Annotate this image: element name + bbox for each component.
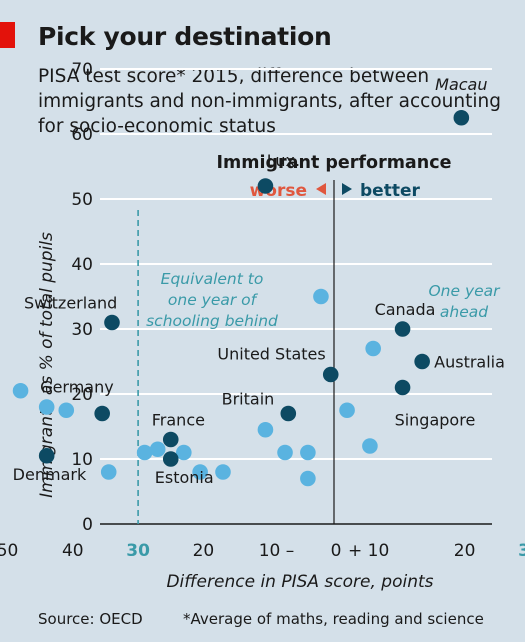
- point-label: Singapore: [395, 411, 476, 430]
- y-tick-label: 50: [71, 190, 93, 210]
- data-point-france: [162, 431, 179, 448]
- data-point-other: [313, 288, 329, 305]
- data-point-united-states: [322, 366, 339, 383]
- y-tick-label: 30: [71, 320, 93, 340]
- data-point-macau: [453, 109, 470, 126]
- data-point-britain: [280, 405, 297, 422]
- data-point-switzerland: [104, 314, 120, 331]
- data-point-other: [365, 340, 381, 357]
- y-tick-label: 10: [71, 450, 93, 470]
- data-point-other: [300, 444, 316, 461]
- point-label: Estonia: [155, 468, 214, 487]
- data-point-other: [215, 464, 231, 480]
- better-label: better: [360, 181, 420, 201]
- y-tick-label: 40: [71, 255, 93, 275]
- point-label: Switzerland: [24, 294, 117, 313]
- y-tick-label: 20: [71, 385, 93, 405]
- data-point-lux-: [257, 178, 274, 194]
- point-label: Macau: [435, 75, 487, 94]
- worse-arrow-icon: [316, 183, 326, 195]
- reference-label-ahead: One year ahead: [428, 282, 501, 321]
- data-point-other: [12, 382, 29, 399]
- x-tick-label: 20: [193, 541, 215, 561]
- chart-inner-title: Immigrant performance: [217, 153, 452, 173]
- x-tick-label: 20: [454, 541, 476, 561]
- data-point-other: [339, 402, 355, 419]
- data-point-other: [38, 399, 55, 415]
- brand-red-bar: [0, 22, 15, 48]
- point-label: Germany: [40, 378, 114, 397]
- x-tick-label: 30: [126, 541, 150, 561]
- data-point-denmark: [38, 447, 55, 464]
- x-tick-label: + 10: [348, 541, 389, 561]
- data-point-other: [277, 444, 293, 461]
- point-label: Britain: [222, 390, 275, 409]
- x-tick-label: 40: [62, 541, 84, 561]
- x-tick-label: 50: [0, 541, 18, 561]
- data-point-other: [58, 402, 75, 419]
- better-arrow-icon: [342, 183, 352, 195]
- data-point-singapore: [394, 379, 411, 396]
- x-tick-label: 30: [518, 541, 525, 561]
- point-label: Lux.: [267, 151, 300, 170]
- data-point-other: [136, 444, 153, 461]
- reference-label-behind: Equivalent to one year of schooling behind: [146, 270, 278, 330]
- data-point-germany: [94, 405, 110, 422]
- y-tick-label: 0: [82, 515, 93, 535]
- chart-title: Pick your destination: [38, 22, 332, 51]
- y-tick-label: 60: [71, 125, 93, 145]
- point-label: United States: [217, 345, 325, 364]
- footnote: *Average of maths, reading and science: [183, 610, 484, 628]
- data-point-estonia: [162, 451, 179, 467]
- source-note: Source: OECD: [38, 610, 143, 628]
- chart-subtitle: PISA test score* 2015, difference betwee…: [38, 66, 501, 137]
- point-label: Canada: [375, 300, 436, 319]
- data-point-other: [100, 464, 117, 480]
- x-axis-label: Difference in PISA score, points: [166, 572, 433, 592]
- data-point-other: [300, 470, 316, 487]
- y-tick-label: 70: [71, 60, 93, 80]
- x-tick-label: 10 –: [259, 541, 295, 561]
- data-point-canada: [394, 321, 411, 337]
- data-point-other: [149, 441, 166, 458]
- y-axis-label: Immigrants as % of total pupils: [37, 232, 57, 498]
- data-point-other: [176, 444, 192, 461]
- point-label: Denmark: [13, 465, 87, 484]
- x-tick-label: 0: [331, 541, 342, 561]
- point-label: Australia: [434, 353, 505, 372]
- data-point-australia: [414, 353, 430, 370]
- data-point-other: [192, 464, 208, 480]
- data-point-other: [362, 438, 378, 454]
- data-point-other: [257, 421, 274, 438]
- point-label: France: [152, 411, 205, 430]
